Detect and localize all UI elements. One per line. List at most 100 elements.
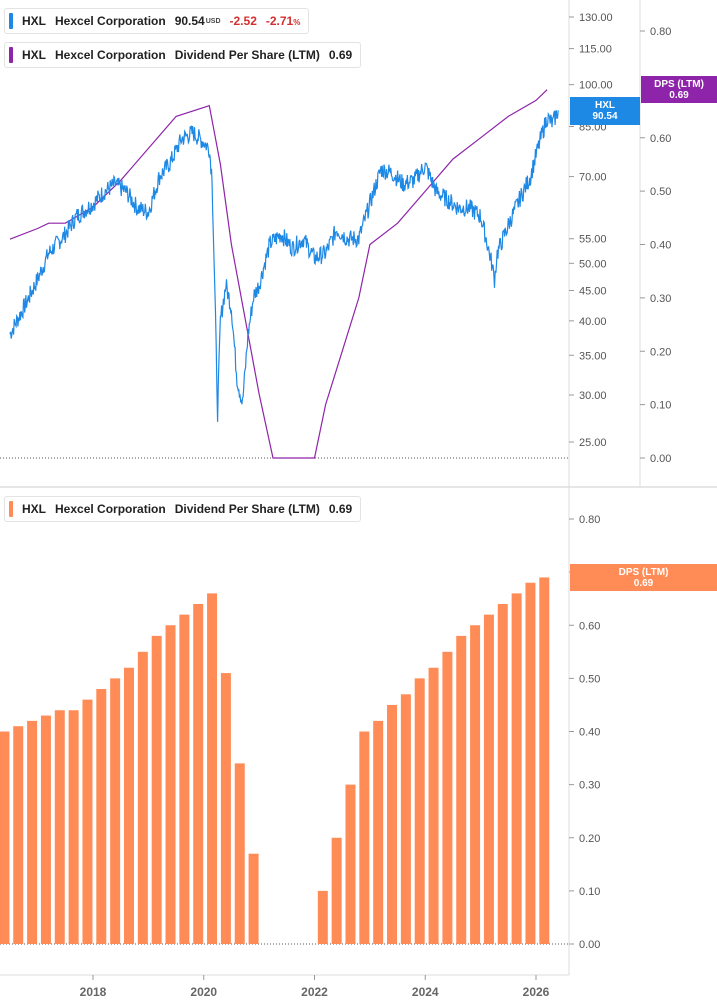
dps-bar (40, 715, 51, 944)
dps-bar (387, 704, 398, 944)
dps-bar (165, 625, 176, 944)
top-dps-tick-label: 0.20 (650, 346, 671, 358)
price-axis: 130.00115.00100.0085.0070.0055.0050.0045… (569, 12, 613, 449)
dps-bar (207, 593, 218, 944)
dps-bar (13, 726, 24, 944)
bottom-dps-tick-label: 0.50 (579, 673, 600, 685)
dps-bar (179, 614, 190, 944)
dps-bar (331, 837, 342, 944)
dps-bar (442, 651, 453, 944)
price-tick-label: 50.00 (579, 258, 607, 270)
bottom-dps-axis: 0.800.700.600.500.400.300.200.100.00 (569, 514, 600, 951)
x-tick-label: 2018 (80, 985, 107, 999)
dps-tag-label: DPS (LTM) (618, 566, 669, 578)
dps-legend-bottom[interactable]: HXL Hexcel Corporation Dividend Per Shar… (4, 496, 362, 522)
dps-bar (373, 720, 384, 944)
dps-bar (27, 720, 38, 944)
dps-tag-bottom: DPS (LTM) 0.69 (570, 564, 717, 591)
bottom-dps-tick-label: 0.30 (579, 780, 600, 792)
dps-bar (400, 694, 411, 944)
legend-change: -2.52 (229, 14, 257, 28)
dps-bar (483, 614, 494, 944)
x-tick-label: 2020 (190, 985, 217, 999)
price-tick-label: 45.00 (579, 285, 607, 297)
dps-bar (456, 635, 467, 944)
dps-tag-label: DPS (LTM) (654, 78, 704, 90)
dps-bar (54, 710, 65, 944)
dps-bar (525, 582, 536, 944)
bottom-dps-tick-label: 0.20 (579, 833, 600, 845)
top-dps-tick-label: 0.10 (650, 400, 671, 412)
dps-bar (497, 604, 508, 944)
price-tick-label: 35.00 (579, 350, 607, 362)
dps-tag-value: 0.69 (633, 577, 654, 589)
dps-bar (511, 593, 522, 944)
price-tick-label: 70.00 (579, 172, 607, 184)
bottom-dps-tick-label: 0.40 (579, 727, 600, 739)
legend-metric: Dividend Per Share (LTM) (174, 502, 320, 516)
dps-bar (110, 678, 121, 944)
dps-bar (414, 678, 425, 944)
top-dps-tick-label: 0.40 (650, 240, 671, 252)
x-tick-label: 2022 (301, 985, 328, 999)
price-tick-label: 25.00 (579, 437, 607, 449)
dps-bar (96, 689, 107, 944)
top-dps-tick-label: 0.80 (650, 26, 671, 38)
legend-price-value: 90.54 (174, 14, 205, 28)
dps-bar (359, 731, 370, 944)
dps-bar (317, 890, 328, 944)
price-tag-value: 90.54 (592, 111, 618, 122)
legend-change-pct: -2.71% (266, 14, 300, 28)
bottom-dps-tick-label: 0.60 (579, 620, 600, 632)
bottom-dps-tick-label: 0.00 (579, 939, 600, 951)
dps-bar (234, 763, 245, 944)
legend-company-name: Hexcel Corporation (55, 14, 166, 28)
price-tick-label: 30.00 (579, 390, 607, 402)
legend-company-name: Hexcel Corporation (55, 502, 166, 516)
bottom-dps-tick-label: 0.10 (579, 886, 600, 898)
dps-bar (151, 635, 162, 944)
x-tick-label: 2026 (523, 985, 550, 999)
dps-tag-value: 0.69 (669, 89, 689, 101)
price-legend-swatch (9, 13, 13, 29)
dps-tag-top: DPS (LTM) 0.69 (641, 76, 717, 103)
bottom-dps-tick-label: 0.80 (579, 514, 600, 526)
legend-ticker: HXL (22, 14, 46, 28)
price-tag: HXL 90.54 (570, 97, 640, 125)
price-tick-label: 100.00 (579, 80, 613, 92)
dps-bar (68, 710, 79, 944)
price-tag-ticker: HXL (595, 100, 615, 111)
legend-change-pct-value: -2.71 (265, 14, 294, 28)
legend-metric: Dividend Per Share (LTM) (174, 48, 320, 62)
top-dps-tick-label: 0.50 (650, 186, 671, 198)
legend-ticker: HXL (22, 502, 46, 516)
dps-bar (137, 651, 148, 944)
dps-bar (470, 625, 481, 944)
dps-legend-top[interactable]: HXL Hexcel Corporation Dividend Per Shar… (4, 42, 362, 68)
legend-ticker: HXL (22, 48, 46, 62)
dps-bar (220, 673, 231, 944)
legend-dps-value: 0.69 (328, 48, 353, 62)
x-axis: 2018 2020 2022 2024 2026 (80, 975, 550, 999)
legend-company-name: Hexcel Corporation (55, 48, 166, 62)
dps-bar (248, 853, 259, 944)
dps-bars (0, 577, 550, 944)
dps-line-series (9, 89, 548, 459)
legend-pct-sign: % (293, 18, 301, 27)
legend-dps-value: 0.69 (328, 502, 353, 516)
price-tick-label: 40.00 (579, 316, 607, 328)
top-dps-tick-label: 0.60 (650, 133, 671, 145)
top-dps-axis: 0.80 0.60 0.50 0.40 0.30 0.20 0.10 0.00 (640, 26, 671, 465)
top-dps-tick-label: 0.30 (650, 293, 671, 305)
price-tick-label: 115.00 (579, 44, 612, 56)
dps-bar-legend-swatch (9, 501, 13, 517)
dps-bar (539, 577, 550, 944)
dps-bar (193, 604, 204, 944)
price-legend[interactable]: HXL Hexcel Corporation 90.54 USD -2.52 -… (4, 8, 310, 34)
x-tick-label: 2024 (412, 985, 439, 999)
dps-bar (82, 699, 93, 944)
dps-line-legend-swatch (9, 47, 13, 63)
top-dps-tick-label: 0.00 (650, 453, 671, 465)
dps-bar (0, 731, 10, 944)
